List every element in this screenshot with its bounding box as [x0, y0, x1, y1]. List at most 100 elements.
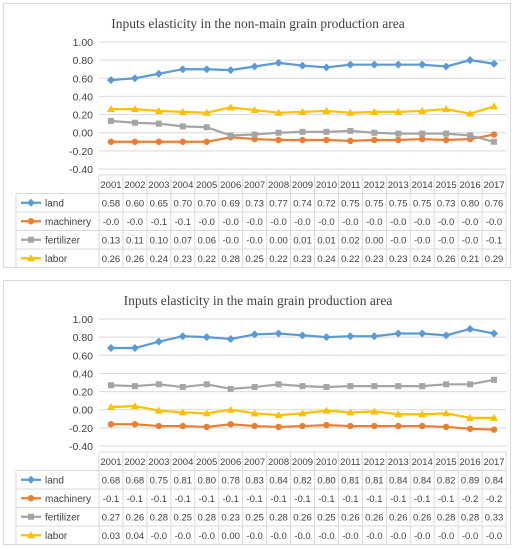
point-labor [490, 102, 499, 110]
point-machinery [323, 136, 330, 144]
legend-label-labor: labor [45, 531, 68, 542]
x-tick-label: 2015 [436, 457, 457, 468]
data-label-labor: 0.23 [365, 254, 384, 265]
point-fertilizer [395, 383, 402, 390]
data-label-land: 0.84 [485, 475, 504, 486]
y-tick-label: 0.20 [73, 387, 94, 399]
point-labor [178, 107, 187, 115]
y-tick-label: 0.60 [73, 73, 94, 85]
point-labor [370, 407, 379, 415]
x-tick-label: 2011 [340, 180, 360, 191]
point-labor [346, 408, 355, 416]
data-label-machinery: -0.0 [246, 217, 262, 228]
point-land [226, 334, 235, 343]
data-label-machinery: -0.0 [414, 217, 430, 228]
data-label-land: 0.82 [293, 475, 312, 486]
point-machinery [179, 422, 186, 430]
data-label-fertilizer: 0.28 [150, 512, 169, 523]
x-tick-label: 2013 [388, 180, 409, 191]
data-label-labor: 0.23 [293, 254, 312, 265]
data-label-fertilizer: -0.0 [390, 235, 406, 246]
point-fertilizer [155, 120, 162, 127]
data-label-land: 0.68 [126, 475, 145, 486]
data-label-land: 0.75 [413, 198, 432, 209]
point-land [106, 76, 115, 85]
point-machinery [419, 135, 426, 143]
x-tick-label: 2004 [172, 180, 193, 191]
data-label-labor: -0.0 [318, 531, 334, 542]
point-machinery [419, 422, 426, 430]
data-label-fertilizer: 0.26 [413, 512, 432, 523]
data-label-fertilizer: 0.11 [126, 235, 144, 246]
data-label-land: 0.68 [102, 475, 121, 486]
point-machinery [155, 138, 163, 145]
data-label-labor: 0.26 [437, 254, 456, 265]
data-label-machinery: -0.1 [175, 217, 191, 228]
data-label-machinery: -0.0 [366, 217, 382, 228]
chart-svg-main-area: Inputs elasticity in the main grain prod… [15, 293, 507, 545]
legend-marker-land [27, 198, 35, 207]
x-tick-label: 2017 [483, 180, 504, 191]
data-label-land: 0.75 [150, 475, 169, 486]
data-label-machinery: -0.1 [199, 494, 215, 505]
data-label-labor: 0.23 [174, 254, 193, 265]
y-tick-label: 0.00 [73, 405, 94, 417]
data-label-fertilizer: 0.28 [461, 512, 480, 523]
y-tick-label: 0.40 [73, 368, 94, 380]
point-machinery [107, 138, 115, 145]
x-tick-label: 2007 [244, 180, 265, 191]
y-tick-label: 1.00 [73, 314, 94, 326]
point-land [154, 69, 163, 78]
data-label-fertilizer: -0.1 [486, 235, 502, 246]
point-land [442, 62, 451, 71]
point-fertilizer [467, 132, 474, 139]
x-tick-label: 2010 [316, 457, 337, 468]
data-label-land: 0.70 [174, 198, 193, 209]
point-land [202, 333, 211, 342]
point-labor [202, 409, 211, 417]
x-tick-label: 2004 [172, 457, 193, 468]
point-machinery [251, 422, 258, 430]
point-fertilizer [323, 128, 330, 135]
data-label-labor: 0.22 [197, 254, 216, 265]
point-land [394, 329, 403, 338]
legend-label-machinery: machinery [45, 217, 91, 228]
x-tick-label: 2005 [196, 180, 217, 191]
legend-label-labor: labor [45, 254, 68, 265]
x-tick-label: 2010 [316, 180, 337, 191]
point-labor [418, 106, 427, 114]
point-machinery [347, 422, 354, 430]
legend-marker-fertilizer [28, 513, 34, 520]
point-labor [298, 409, 307, 417]
data-label-labor: 0.00 [221, 531, 240, 542]
point-fertilizer [347, 383, 354, 390]
data-label-fertilizer: 0.33 [485, 512, 504, 523]
series-machinery [107, 131, 498, 145]
data-label-labor: -0.0 [246, 531, 262, 542]
point-fertilizer [107, 117, 114, 124]
data-label-machinery: -0.1 [103, 494, 119, 505]
data-label-labor: -0.0 [414, 531, 430, 542]
x-tick-label: 2014 [412, 180, 433, 191]
point-labor [106, 402, 115, 410]
data-label-labor: 0.29 [485, 254, 504, 265]
x-tick-label: 2017 [483, 457, 504, 468]
point-labor [202, 108, 211, 116]
point-fertilizer [323, 384, 330, 391]
point-fertilizer [443, 381, 450, 388]
data-label-machinery: -0.1 [294, 494, 310, 505]
series-land [106, 324, 499, 353]
data-label-fertilizer: -0.0 [414, 235, 430, 246]
point-land [322, 333, 331, 342]
point-machinery [299, 136, 306, 144]
data-label-labor: 0.23 [389, 254, 408, 265]
point-machinery [442, 423, 450, 431]
data-label-machinery: -0.1 [151, 217, 167, 228]
point-fertilizer [275, 129, 282, 136]
point-land [418, 60, 427, 69]
point-labor [370, 107, 379, 115]
data-label-fertilizer: 0.28 [437, 512, 456, 523]
x-tick-label: 2009 [292, 457, 313, 468]
point-machinery [395, 136, 402, 144]
point-land [370, 332, 379, 341]
